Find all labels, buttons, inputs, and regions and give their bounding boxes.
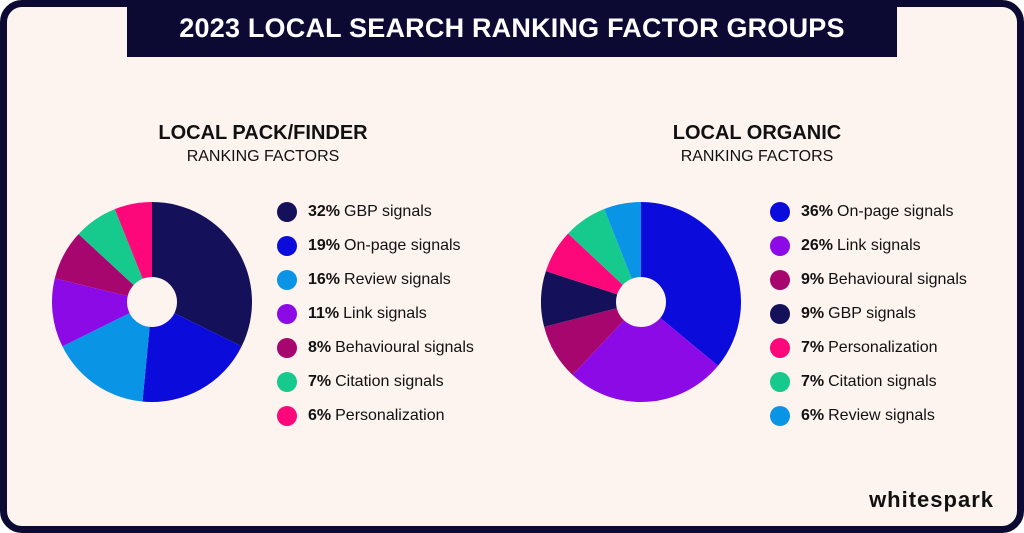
pie-slice-behavioural-signals (54, 234, 152, 302)
legend-swatch (277, 270, 297, 290)
pie-slice-citation-signals (568, 209, 641, 302)
pie-slice-on-page-signals (641, 202, 741, 366)
legend-value: 9% (801, 305, 825, 322)
legend-label: Citation signals (828, 373, 937, 390)
pie-slice-link-signals (572, 302, 719, 402)
legend-item: 6% Personalization (277, 404, 445, 428)
legend-swatch (277, 202, 297, 222)
legend-value: 7% (801, 373, 825, 390)
legend-label: Link signals (343, 305, 427, 322)
donut-hole (127, 277, 177, 327)
legend-swatch (770, 406, 790, 426)
legend-label: Link signals (837, 237, 921, 254)
legend-label: Review signals (828, 407, 935, 424)
legend-item: 16% Review signals (277, 268, 451, 292)
legend-value: 9% (801, 271, 825, 288)
legend-label: On-page signals (344, 237, 461, 254)
legend-value: 19% (308, 237, 341, 254)
donut-hole (616, 277, 666, 327)
pie-slice-citation-signals (78, 209, 152, 302)
legend-label: Personalization (335, 407, 445, 424)
whitespark-logo: whitespark (869, 487, 994, 512)
pie-slice-personalization (545, 233, 641, 302)
legend-label: GBP signals (344, 203, 432, 220)
legend-label: Behavioural signals (828, 271, 967, 288)
pie-slice-review-signals (62, 302, 153, 402)
legend-value: 32% (308, 203, 341, 220)
legend-label: On-page signals (837, 203, 954, 220)
legend-item: 19% On-page signals (277, 234, 461, 258)
legend-value: 8% (308, 339, 332, 356)
legend-item: 9% Behavioural signals (770, 268, 967, 292)
legend-swatch (277, 236, 297, 256)
pie-slice-gbp-signals (541, 271, 641, 327)
legend-value: 36% (801, 203, 834, 220)
legend-value: 26% (801, 237, 834, 254)
legend-value: 7% (308, 373, 332, 390)
legend-item: 9% GBP signals (770, 302, 916, 326)
legend-swatch (770, 236, 790, 256)
legend-item: 7% Personalization (770, 336, 938, 360)
legend-label: Behavioural signals (335, 339, 474, 356)
pie-slice-behavioural-signals (544, 302, 641, 375)
pie-slice-gbp-signals (152, 202, 252, 347)
legend-swatch (770, 270, 790, 290)
legend-item: 7% Citation signals (770, 370, 937, 394)
legend-swatch (770, 338, 790, 358)
legend-swatch (277, 304, 297, 324)
pie-chart-local-organic (541, 202, 741, 402)
pie-slice-review-signals (604, 202, 641, 302)
legend-item: 26% Link signals (770, 234, 921, 258)
pie-slice-personalization (114, 202, 152, 302)
pie-subtitle-local-pack: RANKING FACTORS (186, 148, 340, 165)
pie-slice-link-signals (52, 278, 152, 347)
pie-slice-on-page-signals (142, 302, 242, 402)
main-title: 2023 LOCAL SEARCH RANKING FACTOR GROUPS (127, 0, 897, 57)
legend-value: 16% (308, 271, 341, 288)
pie-chart-local-pack (52, 202, 252, 402)
legend-item: 36% On-page signals (770, 200, 954, 224)
legend-item: 32% GBP signals (277, 200, 432, 224)
legend-item: 6% Review signals (770, 404, 935, 428)
legend-value: 11% (308, 305, 340, 322)
legend-value: 6% (801, 407, 825, 424)
pie-title-local-pack: LOCAL PACK/FINDER (158, 122, 368, 144)
legend-swatch (770, 372, 790, 392)
legend-label: GBP signals (828, 305, 916, 322)
pie-title-local-organic: LOCAL ORGANIC (672, 122, 842, 144)
legend-item: 7% Citation signals (277, 370, 444, 394)
legend-item: 11% Link signals (277, 302, 427, 326)
legend-label: Citation signals (335, 373, 444, 390)
legend-label: Review signals (344, 271, 451, 288)
legend-swatch (277, 406, 297, 426)
legend-value: 6% (308, 407, 332, 424)
legend-swatch (277, 372, 297, 392)
legend-swatch (770, 304, 790, 324)
legend-item: 8% Behavioural signals (277, 336, 474, 360)
legend-swatch (770, 202, 790, 222)
legend-value: 7% (801, 339, 825, 356)
legend-swatch (277, 338, 297, 358)
legend-label: Personalization (828, 339, 938, 356)
pie-subtitle-local-organic: RANKING FACTORS (680, 148, 834, 165)
